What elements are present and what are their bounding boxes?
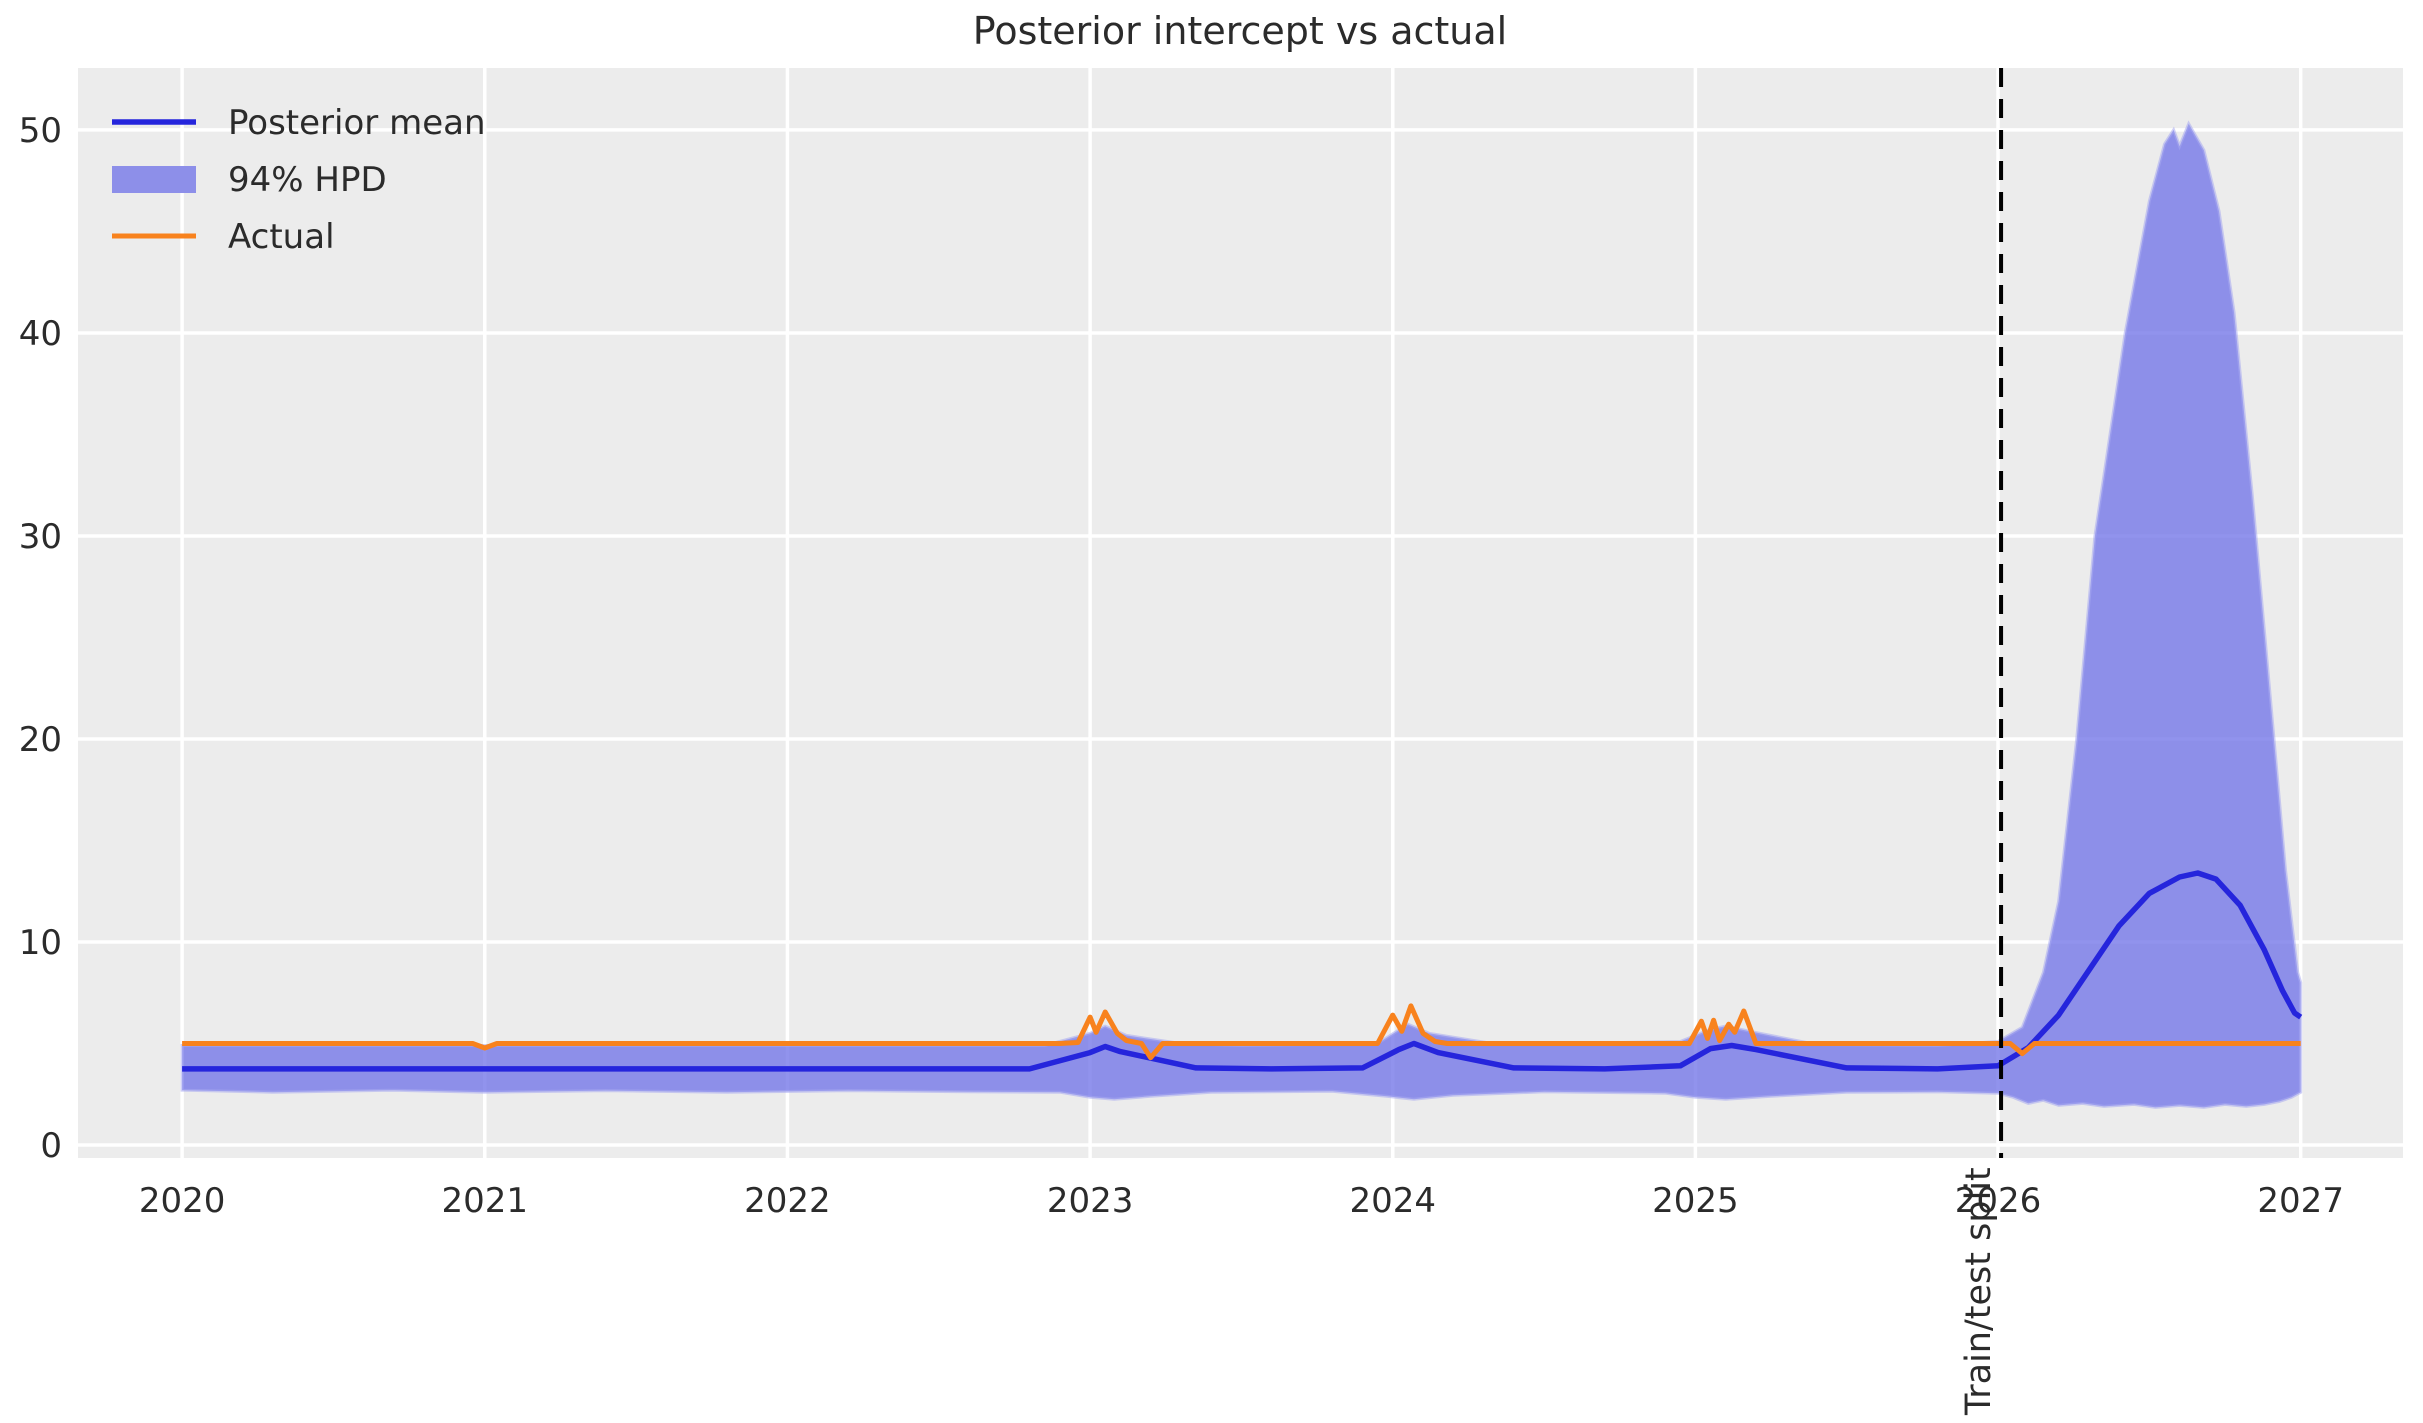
x-tick-label: 2020	[139, 1181, 226, 1221]
x-tick-label: 2021	[442, 1181, 529, 1221]
legend-posterior-mean-label: Posterior mean	[228, 103, 486, 143]
x-tick-label: 2025	[1652, 1181, 1739, 1221]
legend-actual-label: Actual	[228, 217, 335, 257]
x-tick-label: 2027	[2257, 1181, 2344, 1221]
y-tick-label: 0	[40, 1126, 62, 1166]
y-tick-label: 40	[19, 314, 62, 354]
x-tick-label: 2026	[1955, 1181, 2042, 1221]
x-tick-label: 2023	[1047, 1181, 1134, 1221]
x-tick-label: 2022	[744, 1181, 831, 1221]
grid-layer	[78, 68, 2403, 1158]
legend-hpd-label: 94% HPD	[228, 160, 387, 200]
legend: Posterior mean 94% HPD Actual	[112, 103, 486, 257]
plot-background	[78, 68, 2403, 1158]
series-layer	[180, 120, 2303, 1109]
tick-layer: 0 10 20 30 40 50 2020 2021 2022 2023 2024 2025 2026 2…	[19, 111, 2344, 1221]
actual-line	[182, 1003, 2301, 1061]
legend-hpd-patch-swatch	[112, 166, 196, 193]
y-tick-label: 50	[19, 111, 62, 151]
y-tick-label: 30	[19, 517, 62, 557]
x-tick-label: 2024	[1349, 1181, 1436, 1221]
y-tick-label: 20	[19, 720, 62, 760]
train-test-split-label: Train/test split	[1959, 1167, 1999, 1416]
posterior-mean-line	[182, 870, 2303, 1072]
y-tick-label: 10	[19, 923, 62, 963]
chart-title: Posterior intercept vs actual	[973, 9, 1507, 53]
